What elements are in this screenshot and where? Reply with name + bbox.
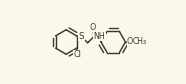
Text: O: O [90, 23, 96, 32]
Text: NH: NH [94, 32, 105, 41]
Text: CH₃: CH₃ [133, 37, 147, 47]
Text: Cl: Cl [73, 50, 81, 59]
Text: S: S [79, 32, 84, 41]
Text: O: O [127, 37, 133, 47]
